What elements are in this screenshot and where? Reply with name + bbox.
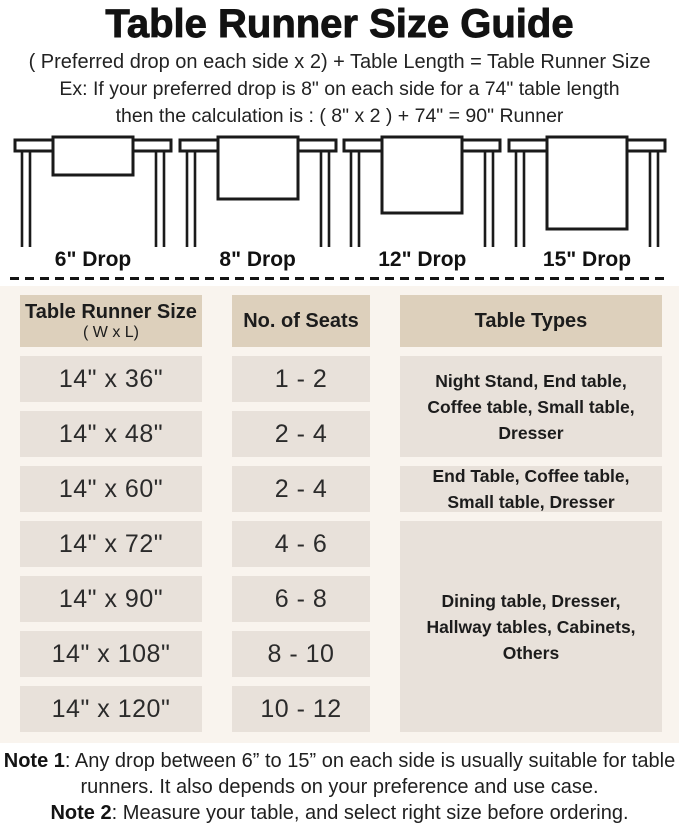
drop-label: 12" Drop [378,248,467,271]
drop-label: 6" Drop [54,248,132,271]
drop-figure-6: 6" Drop [13,135,173,273]
notes: Note 1: Any drop between 6” to 15” on ea… [0,743,679,826]
drop-label: 15" Drop [542,248,632,271]
example-line-2: then the calculation is : ( 8" x 2 ) + 7… [115,105,564,127]
formula-line: ( Preferred drop on each side x 2) + Tab… [28,51,651,73]
drop-figure-15: 15" Drop [507,135,667,273]
header: Table Runner Size Guide ( Preferred drop… [0,0,679,130]
note-2: Note 2: Measure your table, and select r… [2,800,677,826]
size-cell: 14" x 90" [20,576,202,622]
types-column-header: Table Types [400,295,662,347]
note-1-label: Note 1 [3,750,65,772]
drop-illustrations: 6" Drop 8" Drop 12" Drop [0,130,679,273]
drop-figure-12: 12" Drop [342,135,502,273]
note-1-text: : Any drop between 6” to 15” on each sid… [64,750,676,798]
size-cell: 14" x 48" [20,411,202,457]
seats-cell: 8 - 10 [232,631,370,677]
size-column-header: Table Runner Size ( W x L) [20,295,202,347]
types-group-cell: Dining table, Dresser, Hallway tables, C… [400,521,662,732]
size-header-title: Table Runner Size [25,300,197,323]
size-cell: 14" x 60" [20,466,202,512]
seats-column-header: No. of Seats [232,295,370,347]
note-1: Note 1: Any drop between 6” to 15” on ea… [2,748,677,800]
table-with-runner-icon [178,135,338,247]
seats-cell: 2 - 4 [232,466,370,512]
size-cell: 14" x 72" [20,521,202,567]
seats-cell: 2 - 4 [232,411,370,457]
dashed-divider [10,277,670,280]
seats-cell: 1 - 2 [232,356,370,402]
size-cell: 14" x 120" [20,686,202,732]
page-title: Table Runner Size Guide [105,2,574,47]
size-cell: 14" x 108" [20,631,202,677]
table-with-runner-icon [507,135,667,247]
types-group-cell: End Table, Coffee table, Small table, Dr… [400,466,662,512]
types-group-cell: Night Stand, End table, Coffee table, Sm… [400,356,662,457]
size-header-subtitle: ( W x L) [83,323,139,341]
example-line-1: Ex: If your preferred drop is 8" on each… [59,78,620,100]
size-cell: 14" x 36" [20,356,202,402]
size-guide-table: Table Runner Size ( W x L) No. of Seats … [0,286,679,743]
drop-figure-8: 8" Drop [178,135,338,273]
table-with-runner-icon [342,135,502,247]
seats-cell: 4 - 6 [232,521,370,567]
drop-label: 8" Drop [219,248,296,271]
table-with-runner-icon [13,135,173,247]
note-2-text: : Measure your table, and select right s… [111,802,629,824]
seats-cell: 10 - 12 [232,686,370,732]
seats-cell: 6 - 8 [232,576,370,622]
note-2-label: Note 2 [50,802,112,824]
